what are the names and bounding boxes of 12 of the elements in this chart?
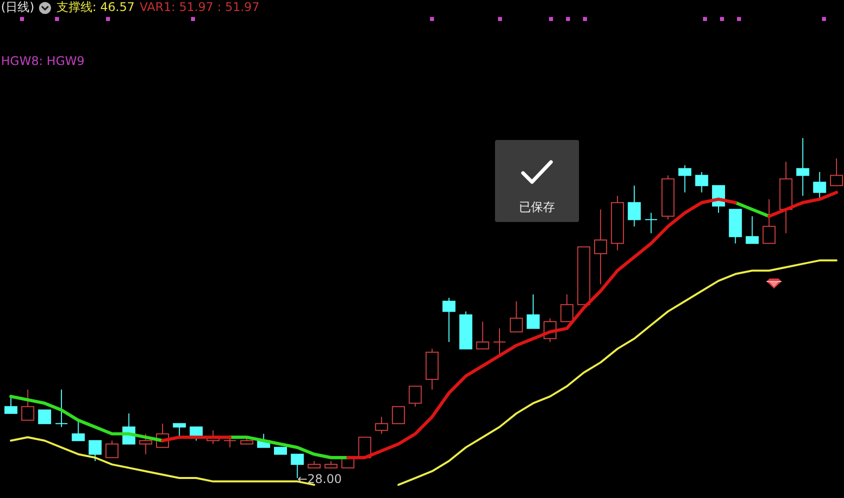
annotation: ←28.00 [297, 472, 342, 486]
toast-panel: 已保存 [495, 140, 579, 222]
candlestick [594, 208, 608, 285]
text: HGW8: HGW9 [1, 54, 85, 68]
candlestick [796, 138, 810, 196]
candlestick [493, 328, 506, 356]
annotation: 已保存 [518, 200, 556, 214]
candlestick [779, 161, 792, 234]
chart-title: (日线) [1, 0, 34, 14]
text: VAR1: 51.97 : 51.97 [140, 0, 260, 14]
candlestick [628, 185, 641, 227]
text: 支撑线: 46.57 [56, 0, 135, 14]
